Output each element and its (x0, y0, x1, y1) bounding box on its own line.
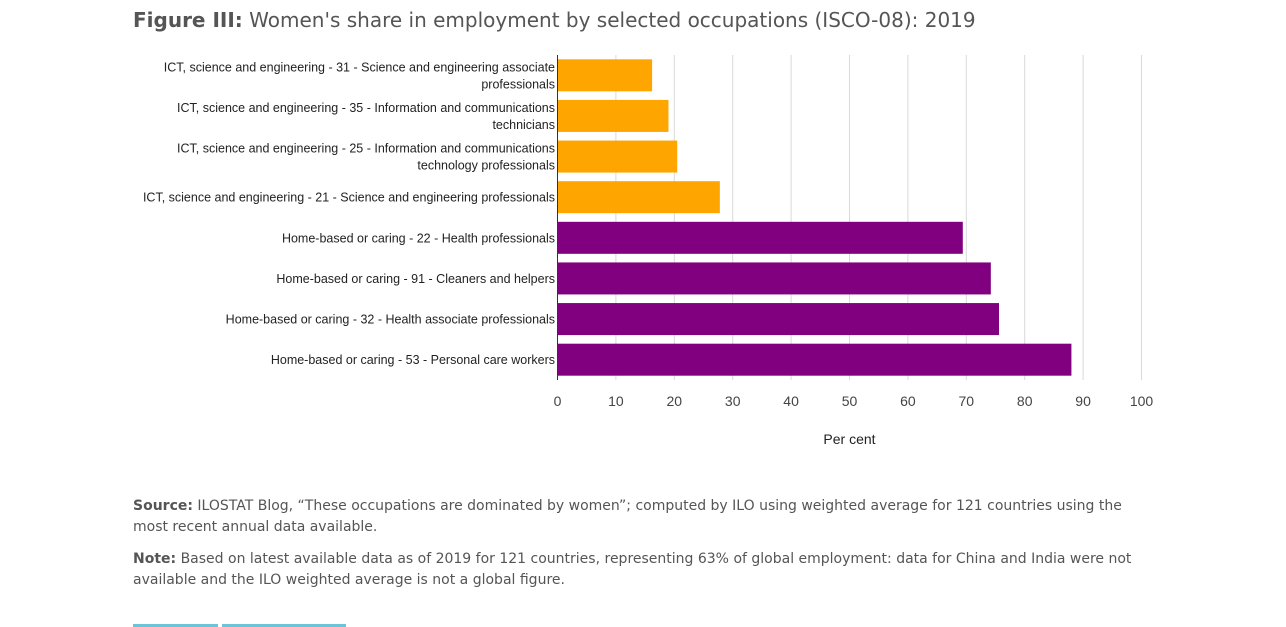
note: Note: Based on latest available data as … (133, 549, 1153, 591)
category-label-6: Home-based or caring - 91 - Cleaners and… (276, 272, 555, 286)
category-label-4: ICT, science and engineering - 21 - Scie… (143, 191, 555, 205)
x-tick-label-100: 100 (1130, 393, 1154, 409)
category-label-8: Home-based or caring - 53 - Personal car… (271, 353, 555, 367)
category-label-5: Home-based or caring - 22 - Health profe… (282, 231, 555, 245)
x-tick-label-10: 10 (608, 393, 624, 409)
bar-3 (557, 140, 678, 173)
note-text: Based on latest available data as of 201… (133, 551, 1132, 588)
x-tick-label-30: 30 (725, 393, 741, 409)
bar-2 (557, 99, 669, 132)
source-note: Source: ILOSTAT Blog, “These occupations… (133, 496, 1153, 538)
x-tick-label-0: 0 (554, 393, 562, 409)
source-text: ILOSTAT Blog, “These occupations are dom… (133, 498, 1122, 535)
bar-chart: ICT, science and engineering - 31 - Scie… (143, 55, 1154, 447)
x-tick-label-50: 50 (842, 393, 858, 409)
figure-label: Figure III: (133, 8, 243, 32)
x-tick-label-90: 90 (1075, 393, 1091, 409)
x-tick-label-20: 20 (667, 393, 683, 409)
bar-6 (557, 262, 991, 295)
x-tick-label-80: 80 (1017, 393, 1033, 409)
category-label-7: Home-based or caring - 32 - Health assoc… (226, 313, 555, 327)
tab-indicator-2[interactable] (222, 624, 346, 627)
bar-5 (557, 221, 963, 254)
x-tick-label-40: 40 (783, 393, 799, 409)
bar-8 (557, 343, 1072, 376)
source-label: Source: (133, 498, 193, 514)
tab-indicator-1[interactable] (133, 624, 218, 627)
note-label: Note: (133, 551, 177, 567)
category-label-3: ICT, science and engineering - 25 - Info… (177, 142, 555, 173)
bar-1 (557, 59, 653, 92)
x-tick-label-60: 60 (900, 393, 916, 409)
bar-7 (557, 303, 1000, 336)
bar-4 (557, 181, 720, 214)
x-tick-label-70: 70 (959, 393, 975, 409)
x-axis-title: Per cent (823, 431, 875, 447)
figure-title-text: Women's share in employment by selected … (249, 8, 976, 32)
figure-title: Figure III: Women's share in employment … (133, 6, 976, 34)
category-label-2: ICT, science and engineering - 35 - Info… (177, 101, 555, 132)
category-label-1: ICT, science and engineering - 31 - Scie… (164, 60, 555, 91)
